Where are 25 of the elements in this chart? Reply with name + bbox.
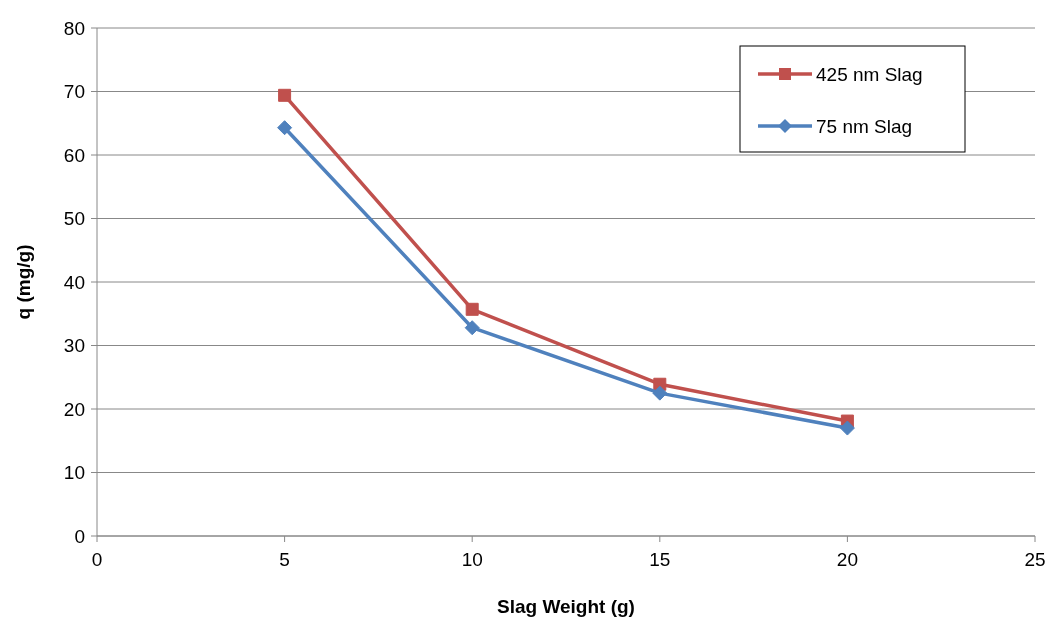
x-axis-title: Slag Weight (g) [497, 596, 635, 617]
y-tick-label: 60 [63, 144, 85, 166]
y-tick-label: 10 [63, 462, 85, 484]
x-tick-label: 0 [91, 549, 103, 570]
point [652, 385, 668, 401]
point [277, 120, 293, 136]
y-tick-label: 50 [63, 208, 85, 230]
legend-label: 425 nm Slag [816, 63, 923, 85]
x-tick-label: 5 [279, 549, 290, 570]
point [839, 420, 855, 436]
point [464, 320, 480, 336]
y-tick-label: 30 [63, 335, 85, 357]
x-tick-label: 15 [649, 549, 671, 570]
x-tick-label: 10 [461, 549, 483, 570]
y-tick-label: 40 [63, 271, 85, 293]
y-tick-label: 20 [63, 398, 85, 420]
y-tick-label: 70 [63, 81, 85, 103]
y-tick-label: 80 [63, 17, 85, 39]
x-tick-label: 20 [836, 549, 858, 570]
legend-label: 75 nm Slag [816, 115, 913, 137]
y-axis-title: q (mg/g) [13, 244, 34, 320]
x-tick-label: 25 [1024, 549, 1046, 570]
point [278, 88, 292, 102]
point [465, 302, 479, 316]
y-tick-label: 0 [74, 525, 85, 547]
